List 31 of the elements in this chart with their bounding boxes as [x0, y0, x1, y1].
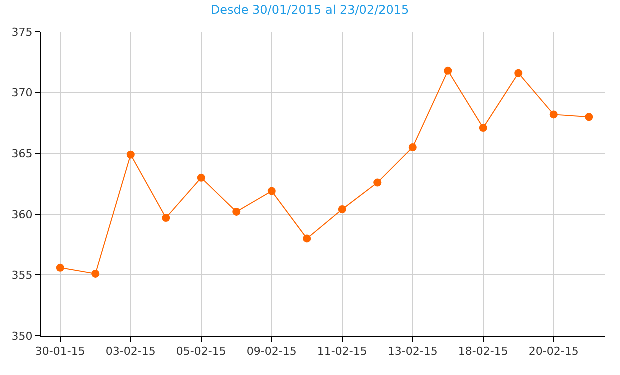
- point: [550, 110, 558, 119]
- point: [374, 178, 382, 187]
- point: [303, 234, 312, 243]
- point: [92, 270, 100, 278]
- y-tick-label: 370: [12, 86, 33, 100]
- point: [268, 187, 276, 196]
- point: [444, 66, 452, 75]
- point: [338, 206, 346, 214]
- x-tick-label: 11-02-15: [317, 345, 368, 358]
- chart-title: Desde 30/01/2015 al 23/02/2015: [210, 3, 410, 18]
- point: [162, 214, 170, 222]
- point: [585, 113, 594, 122]
- x-tick-label: 05-02-15: [176, 345, 226, 358]
- point: [126, 150, 135, 159]
- point: [232, 208, 241, 216]
- x-tick-label: 03-02-15: [106, 345, 156, 358]
- y-tick-label: 350: [12, 330, 33, 343]
- y-tick-label: 365: [12, 147, 33, 160]
- point: [514, 69, 523, 78]
- point: [408, 144, 417, 152]
- point: [56, 264, 64, 272]
- x-tick-label: 09-02-15: [246, 345, 297, 358]
- y-tick-label: 360: [12, 208, 33, 222]
- y-tick-label: 375: [12, 26, 33, 39]
- x-tick-label: 13-02-15: [388, 345, 438, 358]
- point: [197, 174, 206, 182]
- x-tick-label: 30-01-15: [35, 345, 86, 358]
- y-tick-label: 355: [12, 269, 33, 282]
- x-tick-label: 18-02-15: [458, 345, 508, 358]
- x-tick-label: 20-02-15: [528, 345, 579, 358]
- point: [479, 124, 488, 132]
